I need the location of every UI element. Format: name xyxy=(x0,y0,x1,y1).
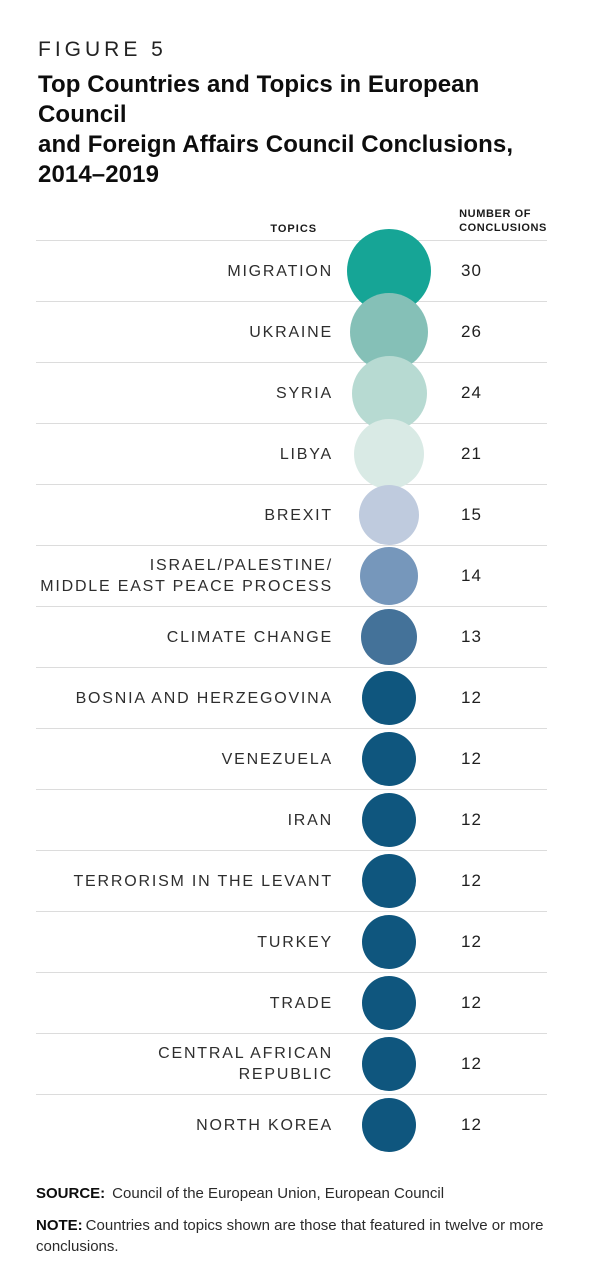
value-bubble xyxy=(362,1098,416,1152)
table-row: BREXIT 15 xyxy=(36,484,547,545)
note-line: NOTE: Countries and topics shown are thos… xyxy=(36,1215,560,1257)
bubble-cell xyxy=(333,976,445,1030)
conclusions-count: 12 xyxy=(461,993,482,1012)
topic-label: BREXIT xyxy=(264,506,333,524)
topic-label: NORTH KOREA xyxy=(196,1116,333,1134)
topic-label: MIGRATION xyxy=(227,262,333,280)
bubble-cell xyxy=(333,1098,445,1152)
figure-footer: SOURCE: Council of the European Union, Eu… xyxy=(36,1185,560,1257)
table-row: UKRAINE 26 xyxy=(36,293,547,371)
topic-label: UKRAINE xyxy=(249,323,333,341)
value-bubble xyxy=(360,547,418,605)
table-row: BOSNIA AND HERZEGOVINA 12 xyxy=(36,667,547,728)
topic-label: LIBYA xyxy=(279,445,333,463)
bubble-cell xyxy=(333,419,445,489)
bubble-cell xyxy=(333,854,445,908)
topic-label: BOSNIA AND HERZEGOVINA xyxy=(75,689,333,707)
value-bubble xyxy=(362,671,416,725)
table-row: LIBYA 21 xyxy=(36,419,547,489)
conclusions-count: 12 xyxy=(461,932,482,951)
value-bubble xyxy=(362,793,416,847)
value-bubble xyxy=(362,854,416,908)
conclusions-count: 14 xyxy=(461,566,482,585)
value-bubble xyxy=(351,355,427,431)
bubble-cell xyxy=(333,547,445,605)
table-row: SYRIA 24 xyxy=(36,355,547,431)
source-label: SOURCE: xyxy=(36,1185,106,1202)
conclusions-count: 30 xyxy=(461,261,482,280)
topic-label: TURKEY xyxy=(257,933,333,951)
topic-label: TERRORISM IN THE LEVANT xyxy=(73,872,333,890)
conclusions-count: 21 xyxy=(461,444,482,463)
topic-label: ISRAEL/PALESTINE/ MIDDLE EAST PEACE PROC… xyxy=(40,557,333,595)
value-bubble xyxy=(359,485,419,545)
conclusions-count: 12 xyxy=(461,1054,482,1073)
table-row: TURKEY 12 xyxy=(36,911,547,972)
table-row: TRADE 12 xyxy=(36,972,547,1033)
bubble-cell xyxy=(333,609,445,665)
conclusions-count: 12 xyxy=(461,1115,482,1134)
bubble-cell xyxy=(333,355,445,431)
note-label: NOTE: xyxy=(36,1217,83,1234)
value-bubble xyxy=(362,1037,416,1091)
conclusions-count: 26 xyxy=(461,322,482,341)
chart-rows: MIGRATION 30 UKRAINE 26 SYRIA 24 LIBYA xyxy=(36,229,547,1155)
table-row: CENTRAL AFRICAN REPUBLIC 12 xyxy=(36,1033,547,1094)
bubble-cell xyxy=(333,485,445,545)
bubble-cell xyxy=(333,732,445,786)
table-row: VENEZUELA 12 xyxy=(36,728,547,789)
conclusions-count: 13 xyxy=(461,627,482,646)
table-row: IRAN 12 xyxy=(36,789,547,850)
table-row: MIGRATION 30 xyxy=(36,229,547,313)
topic-label: TRADE xyxy=(269,994,333,1012)
bubble-cell xyxy=(333,671,445,725)
topic-label: VENEZUELA xyxy=(221,750,333,768)
column-header-row: TOPICS NUMBER OF CONCLUSIONS xyxy=(36,190,547,240)
bubble-cell xyxy=(333,793,445,847)
note-text: Countries and topics shown are those tha… xyxy=(36,1217,544,1255)
source-text: Council of the European Union, European … xyxy=(112,1185,445,1202)
conclusions-count: 15 xyxy=(461,505,482,524)
conclusions-count: 12 xyxy=(461,688,482,707)
figure-number-label: FIGURE 5 xyxy=(38,38,167,61)
topic-label: CLIMATE CHANGE xyxy=(166,628,333,646)
source-line: SOURCE: Council of the European Union, Eu… xyxy=(36,1185,560,1202)
bubble-cell xyxy=(333,915,445,969)
figure-title: Top Countries and Topics in European Cou… xyxy=(38,71,514,188)
bubble-cell xyxy=(333,1037,445,1091)
table-row: TERRORISM IN THE LEVANT 12 xyxy=(36,850,547,911)
value-bubble xyxy=(362,915,416,969)
column-header-number-of-conclusions: NUMBER OF CONCLUSIONS xyxy=(459,208,547,234)
topic-label: SYRIA xyxy=(275,384,333,402)
topic-label: IRAN xyxy=(287,811,333,829)
table-row: CLIMATE CHANGE 13 xyxy=(36,606,547,667)
conclusions-count: 12 xyxy=(461,749,482,768)
value-bubble xyxy=(361,609,417,665)
conclusions-count: 12 xyxy=(461,810,482,829)
value-bubble xyxy=(362,976,416,1030)
table-row: NORTH KOREA 12 xyxy=(36,1094,547,1155)
value-bubble xyxy=(354,419,424,489)
value-bubble xyxy=(362,732,416,786)
table-row: ISRAEL/PALESTINE/ MIDDLE EAST PEACE PROC… xyxy=(36,545,547,606)
column-header-topics: TOPICS xyxy=(270,223,318,235)
conclusions-count: 24 xyxy=(461,383,482,402)
topic-label: CENTRAL AFRICAN REPUBLIC xyxy=(158,1045,333,1083)
conclusions-count: 12 xyxy=(461,871,482,890)
